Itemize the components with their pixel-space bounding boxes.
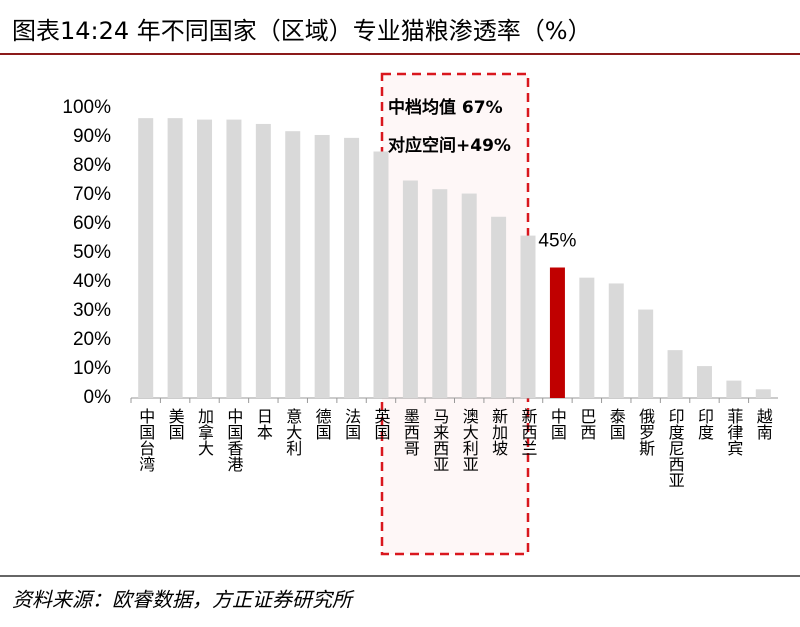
x-tick-label: 澳大利亚 — [460, 408, 479, 472]
x-tick-label: 德国 — [313, 408, 332, 440]
x-tick-label: 新西兰 — [519, 408, 538, 456]
bar — [461, 193, 477, 398]
x-tick-label: 中国香港 — [224, 408, 243, 472]
bar — [491, 216, 507, 398]
bar — [314, 134, 330, 398]
bar — [197, 119, 213, 398]
y-tick-label: 40% — [73, 271, 111, 292]
chart-title: 图表14:24 年不同国家（区域）专业猫粮渗透率（%） — [12, 17, 592, 45]
annotation: 对应空间+49% — [388, 135, 511, 156]
annotation: 中档均值 67% — [388, 97, 503, 118]
bar — [373, 151, 389, 398]
bar — [255, 123, 271, 398]
bar — [667, 350, 683, 398]
bar — [138, 118, 154, 399]
data-label: 45% — [538, 231, 576, 252]
bar — [579, 277, 595, 398]
y-tick-label: 50% — [73, 242, 111, 263]
y-tick-label: 90% — [73, 126, 111, 147]
y-tick-label: 0% — [84, 387, 112, 408]
bar — [344, 137, 360, 398]
x-tick-label: 巴西 — [577, 408, 596, 440]
x-tick-label: 中国台湾 — [136, 408, 155, 472]
source: 资料来源：欧睿数据，方正证券研究所 — [12, 588, 355, 612]
bar — [226, 119, 242, 398]
y-tick-label: 20% — [73, 329, 111, 350]
bar — [608, 283, 624, 398]
x-tick-label: 中国 — [548, 408, 567, 440]
y-tick-label: 80% — [73, 155, 111, 176]
x-tick-label: 墨西哥 — [401, 408, 420, 456]
y-tick-label: 100% — [62, 97, 111, 118]
x-tick-label: 马来西亚 — [430, 408, 449, 472]
bar — [432, 189, 448, 398]
x-tick-label: 俄罗斯 — [636, 408, 655, 457]
bar — [285, 131, 301, 398]
x-tick-label: 泰国 — [607, 408, 626, 440]
x-tick-label: 英国 — [371, 408, 390, 440]
bar — [520, 235, 536, 398]
bar — [726, 380, 742, 398]
y-tick-label: 10% — [73, 358, 111, 379]
x-tick-label: 美国 — [166, 408, 185, 440]
x-tick-label: 印度尼西亚 — [666, 408, 685, 488]
y-tick-label: 30% — [73, 300, 111, 321]
bar — [696, 366, 712, 398]
x-tick-label: 印度 — [695, 408, 714, 440]
bar — [549, 267, 565, 398]
x-tick-label: 日本 — [254, 408, 273, 440]
x-tick-label: 菲律宾 — [724, 408, 743, 456]
y-tick-label: 70% — [73, 184, 111, 205]
y-tick-label: 60% — [73, 213, 111, 234]
bar — [638, 309, 654, 398]
bar — [755, 389, 771, 398]
x-tick-label: 意大利 — [283, 407, 302, 456]
x-tick-label: 越南 — [754, 408, 773, 440]
bar — [402, 180, 418, 398]
bar — [167, 118, 183, 399]
x-tick-label: 新加坡 — [489, 408, 508, 456]
x-tick-label: 法国 — [342, 408, 361, 440]
x-tick-label: 加拿大 — [195, 408, 214, 456]
